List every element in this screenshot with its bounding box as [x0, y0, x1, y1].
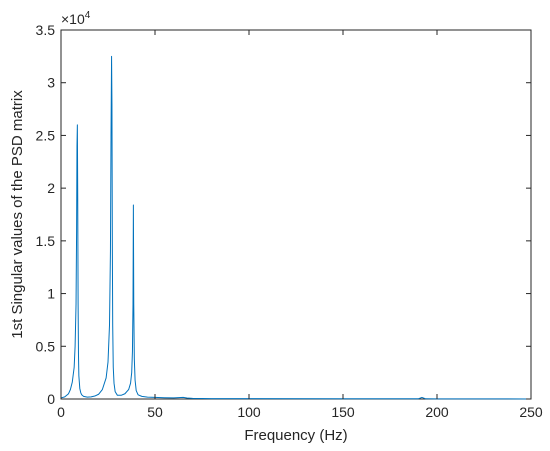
y-tick-label: 1.5 [36, 233, 56, 249]
y-tick-label: 3.5 [36, 22, 56, 38]
x-tick-label: 50 [147, 404, 163, 420]
x-tick-label: 0 [57, 404, 65, 420]
y-tick-label: 1 [47, 286, 55, 302]
y-tick-label: 0 [47, 391, 55, 407]
plot-area [60, 29, 532, 400]
x-tick-label: 250 [519, 404, 543, 420]
y-tick-label: 0.5 [36, 338, 56, 354]
y-tick-label: 3 [47, 75, 55, 91]
x-tick-label: 150 [331, 404, 355, 420]
y-axis-exponent-power: 4 [85, 10, 91, 21]
y-axis-exponent-base: ×10 [61, 11, 85, 27]
x-axis-label: Frequency (Hz) [244, 427, 347, 444]
x-tick-label: 200 [425, 404, 449, 420]
x-tick-label: 100 [237, 404, 261, 420]
y-tick-label: 2.5 [36, 127, 56, 143]
series-line [60, 55, 532, 400]
y-axis-exponent-label: ×104 [61, 10, 91, 27]
y-tick-label: 2 [47, 180, 55, 196]
x-axis-ticks: 0 50 100 150 200 250 [57, 30, 543, 420]
y-axis-ticks: 0 0.5 1 1.5 2 2.5 3 3.5 [36, 22, 531, 407]
y-axis-label: 1st Singular values of the PSD matrix [9, 90, 26, 339]
